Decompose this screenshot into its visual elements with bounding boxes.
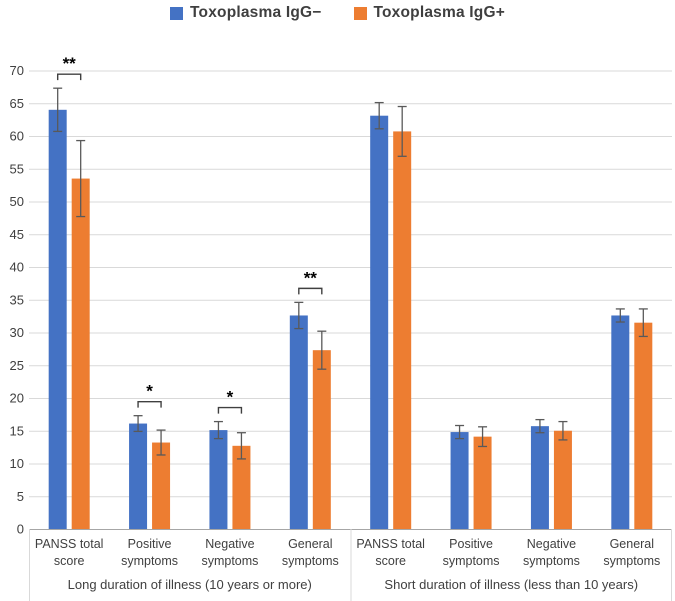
significance-bracket <box>298 287 323 295</box>
legend-item-igg-negative: Toxoplasma IgG− <box>170 4 321 22</box>
bar <box>370 115 389 529</box>
bar <box>393 131 412 530</box>
significance-bracket <box>56 73 82 81</box>
y-axis-tick-label: 0 <box>17 522 24 537</box>
y-axis-tick-label: 65 <box>10 96 24 111</box>
bar <box>634 322 653 529</box>
category-label: Positive <box>449 537 493 551</box>
category-label: Positive <box>128 537 172 551</box>
bar <box>48 109 67 530</box>
category-label: PANSS total <box>356 537 425 551</box>
category-label: symptoms <box>282 554 339 568</box>
y-axis-tick-label: 60 <box>10 129 24 144</box>
legend-swatch-igg-negative-icon <box>170 6 184 20</box>
bar <box>71 178 90 529</box>
significance-marker: ** <box>63 54 77 73</box>
bar <box>129 423 148 529</box>
y-axis-tick-label: 70 <box>10 63 24 78</box>
category-label: General <box>288 537 332 551</box>
bar <box>611 315 630 529</box>
bar <box>289 315 308 529</box>
category-label: score <box>375 554 406 568</box>
category-label: General <box>610 537 654 551</box>
significance-bracket <box>217 406 243 414</box>
y-axis-tick-label: 30 <box>10 325 24 340</box>
category-label: symptoms <box>201 554 258 568</box>
bar <box>530 426 549 529</box>
legend-label-igg-positive: Toxoplasma IgG+ <box>373 4 505 21</box>
y-axis-tick-label: 25 <box>10 358 24 373</box>
y-axis-tick-label: 15 <box>10 423 24 438</box>
bar <box>473 436 492 529</box>
category-label: symptoms <box>121 554 178 568</box>
y-axis-tick-label: 50 <box>10 194 24 209</box>
y-axis-tick-label: 10 <box>10 456 24 471</box>
bar <box>209 430 228 529</box>
y-axis-tick-label: 20 <box>10 391 24 406</box>
group-label-long-duration: Long duration of illness (10 years or mo… <box>68 577 312 592</box>
category-label: symptoms <box>603 554 660 568</box>
category-label: score <box>54 554 85 568</box>
y-axis-tick-label: 55 <box>10 161 24 176</box>
significance-marker: ** <box>304 268 318 287</box>
y-axis-tick-label: 40 <box>10 260 24 275</box>
bar <box>232 445 251 529</box>
bar <box>450 432 469 529</box>
category-label: symptoms <box>523 554 580 568</box>
category-label: Negative <box>527 537 576 551</box>
group-label-short-duration: Short duration of illness (less than 10 … <box>384 577 638 592</box>
significance-marker: * <box>227 388 234 407</box>
significance-bracket <box>137 400 162 408</box>
category-label: symptoms <box>443 554 500 568</box>
bar <box>553 430 572 529</box>
y-axis-tick-label: 45 <box>10 227 24 242</box>
legend-label-igg-negative: Toxoplasma IgG− <box>190 4 322 21</box>
chart-legend: Toxoplasma IgG− Toxoplasma IgG+ <box>0 4 675 22</box>
legend-swatch-igg-positive-icon <box>353 6 367 20</box>
y-axis-tick-label: 5 <box>17 489 24 504</box>
bar <box>152 442 171 529</box>
category-label: PANSS total <box>35 537 104 551</box>
legend-item-igg-positive: Toxoplasma IgG+ <box>353 4 505 22</box>
significance-marker: * <box>146 382 153 401</box>
bar <box>312 350 331 529</box>
category-label: Negative <box>205 537 254 551</box>
y-axis-tick-label: 35 <box>10 292 24 307</box>
